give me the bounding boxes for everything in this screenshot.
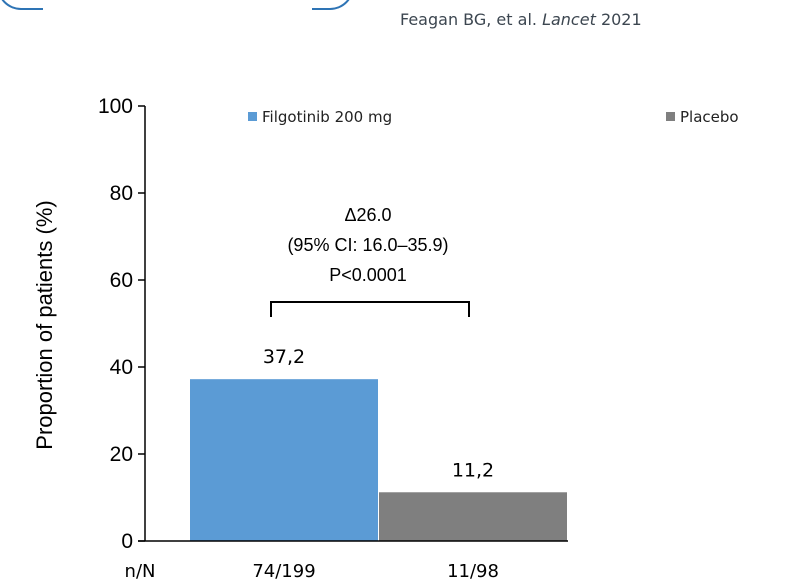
legend-label: Placebo [680,108,739,126]
significance-bracket [270,301,470,317]
bar-value-label: 37,2 [263,346,305,368]
y-tick-label: 20 [110,443,133,466]
bar-filgotinib [190,379,378,541]
legend-label: Filgotinib 200 mg [262,108,392,126]
citation: Feagan BG, et al. Lancet 2021 [400,10,642,29]
n-label-header: n/N [125,561,156,582]
decorative-bracket-left [0,0,43,10]
citation-authors: Feagan BG, et al. [400,10,537,29]
bar-placebo [379,492,567,541]
citation-journal: Lancet [542,10,596,29]
y-tick-label: 0 [121,530,133,553]
citation-year: 2021 [600,10,642,29]
n-over-n-labels: n/N 74/199 11/98 [125,561,499,582]
y-tick-label: 100 [98,95,133,118]
bar-value-label: 11,2 [452,459,494,481]
bars: 37,2 11,2 [190,346,567,541]
annotation-line: Δ26.0 [344,205,391,225]
legend-swatch [248,112,257,121]
y-tick-label: 40 [110,356,133,379]
legend-swatch [666,112,675,121]
y-tick-label: 60 [110,269,133,292]
y-axis-label: Proportion of patients (%) [32,200,57,449]
n-over-n-label: 11/98 [447,561,499,582]
legend: Filgotinib 200 mg Placebo [248,108,739,126]
significance-annotation: Δ26.0 (95% CI: 16.0–35.9) P<0.0001 [270,205,470,317]
annotation-line: (95% CI: 16.0–35.9) [287,235,448,255]
y-axis-ticks: 0 20 40 60 80 100 [98,95,145,553]
y-tick-label: 80 [110,182,133,205]
annotation-line: P<0.0001 [329,265,407,285]
n-over-n-label: 74/199 [252,561,315,582]
